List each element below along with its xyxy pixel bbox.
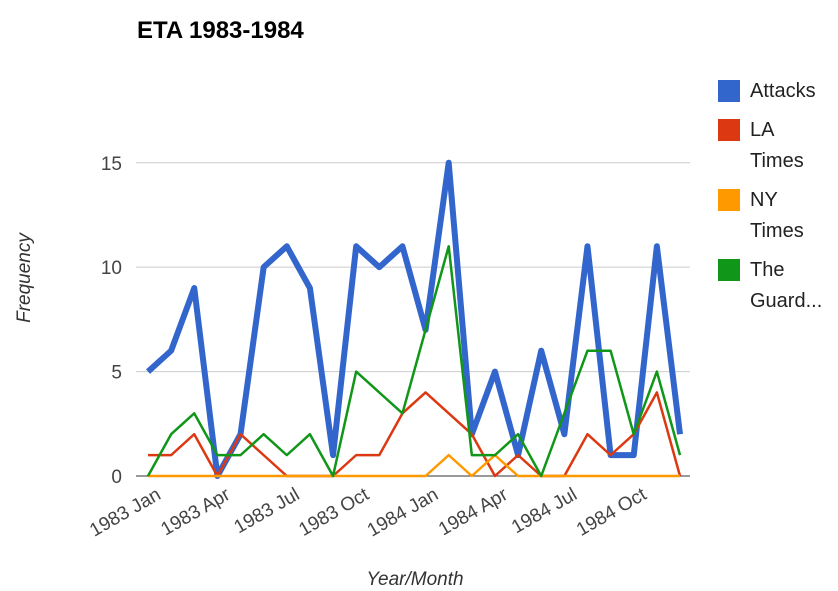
x-tick-label: 1983 Jul [231,484,304,538]
legend-label: NY Times [750,189,804,242]
x-tick-label: 1984 Apr [435,484,512,541]
legend-item: LA Times [718,115,833,177]
y-tick-label: 15 [101,154,122,175]
y-tick-label: 0 [111,467,122,488]
legend-swatch [718,119,740,141]
legend-swatch [718,259,740,281]
legend-swatch [718,189,740,211]
series-line [146,245,682,478]
series-line [148,453,680,478]
legend-label: The Guard... [750,259,823,312]
legend-swatch [718,80,740,102]
x-tick-label: 1983 Oct [295,484,373,541]
x-tick-label: 1984 Jan [364,484,442,541]
x-tick-label: 1984 Jul [508,484,581,538]
y-tick-label: 10 [101,258,122,279]
series-line [148,391,682,478]
chart-title: ETA 1983-1984 [137,17,304,44]
x-tick-label: 1983 Jan [86,484,164,541]
x-tick-label: 1984 Oct [573,484,651,541]
y-axis-title: Frequency [14,232,35,323]
legend-item: The Guard... [718,255,833,317]
y-tick-label: 5 [111,363,122,384]
x-axis-title: Year/Month [366,569,463,590]
legend-item: NY Times [718,185,833,247]
legend-label: LA Times [750,119,804,172]
x-tick-label: 1983 Apr [158,484,235,541]
legend-label: Attacks [750,80,816,102]
legend-item: Attacks [718,76,833,107]
series-line [145,159,683,479]
